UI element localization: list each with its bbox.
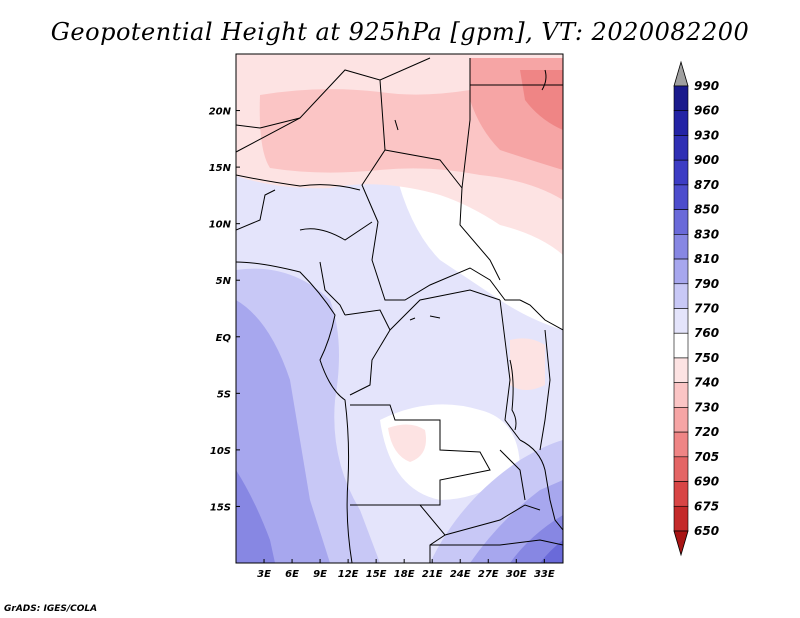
colorbar-label-960: 960 bbox=[694, 104, 719, 118]
map-plot-area bbox=[236, 54, 563, 563]
colorbar-label-730: 730 bbox=[694, 400, 719, 414]
y-tick-label-10s: 10S bbox=[210, 446, 231, 457]
colorbar-label-830: 830 bbox=[694, 227, 719, 241]
colorbar-swatch bbox=[673, 283, 689, 309]
colorbar-swatch bbox=[673, 481, 689, 507]
colorbar-swatch bbox=[673, 332, 689, 359]
x-tick-label-6e: 6E bbox=[285, 569, 299, 580]
colorbar-label-760: 760 bbox=[694, 326, 719, 340]
colorbar-overflow-top bbox=[673, 60, 689, 87]
y-tick-label-15s: 15S bbox=[210, 502, 231, 513]
field-830-southwest bbox=[236, 470, 275, 563]
colorbar: 990 960 930 900 870 850 830 810 790 770 760 750 740 7… bbox=[673, 60, 719, 557]
field-830-southeast bbox=[510, 515, 563, 563]
colorbar-swatch bbox=[673, 407, 689, 433]
y-tick-label-15n: 15N bbox=[209, 163, 232, 174]
y-tick-label-20n: 20N bbox=[209, 107, 232, 118]
colorbar-label-900: 900 bbox=[694, 153, 719, 167]
y-tick-label-5s: 5S bbox=[217, 389, 231, 400]
colorbar-label-720: 720 bbox=[694, 425, 719, 439]
colorbar-swatch bbox=[673, 184, 689, 210]
x-tick-label-3e: 3E bbox=[257, 569, 271, 580]
colorbar-swatch bbox=[673, 135, 689, 161]
colorbar-label-930: 930 bbox=[694, 128, 719, 142]
colorbar-label-650: 650 bbox=[694, 524, 719, 538]
colorbar-label-705: 705 bbox=[694, 450, 719, 464]
colorbar-label-690: 690 bbox=[694, 475, 719, 489]
x-tick-label-24e: 24E bbox=[450, 569, 471, 580]
colorbar-label-770: 770 bbox=[694, 302, 719, 316]
y-tick-label-eq: EQ bbox=[216, 333, 232, 344]
footer-credit: GrADS: IGES/COLA bbox=[4, 604, 98, 614]
x-tick-label-9e: 9E bbox=[313, 569, 327, 580]
colorbar-swatch bbox=[673, 110, 689, 136]
colorbar-swatch bbox=[673, 159, 689, 186]
colorbar-overflow-bottom bbox=[673, 530, 689, 557]
y-tick-label-5n: 5N bbox=[216, 276, 232, 287]
colorbar-label-790: 790 bbox=[694, 277, 719, 291]
field-750-central bbox=[388, 424, 426, 462]
x-tick-label-18e: 18E bbox=[394, 569, 415, 580]
y-axis: 20N 15N 10N 5N EQ 5S 10S 15S bbox=[209, 107, 240, 513]
field-810-southwest bbox=[236, 300, 330, 563]
colorbar-label-740: 740 bbox=[694, 376, 719, 390]
x-tick-label-27e: 27E bbox=[478, 569, 499, 580]
colorbar-label-990: 990 bbox=[694, 79, 719, 93]
colorbar-swatch bbox=[673, 505, 689, 532]
field-850-southeast bbox=[540, 540, 563, 563]
colorbar-swatch bbox=[673, 357, 689, 383]
map-frame bbox=[235, 53, 564, 564]
colorbar-swatch bbox=[673, 258, 689, 285]
coastlines-borders bbox=[236, 57, 563, 563]
page-title: Geopotential Height at 925hPa [gpm], VT:… bbox=[50, 18, 750, 46]
x-axis: 3E 6E 9E 12E 15E 18E 21E 24E 27E 30E 33E bbox=[257, 559, 555, 580]
y-tick-label-10n: 10N bbox=[209, 220, 232, 231]
x-tick-label-21e: 21E bbox=[422, 569, 443, 580]
field-750-lakes bbox=[510, 338, 545, 390]
x-tick-label-30e: 30E bbox=[506, 569, 527, 580]
colorbar-swatch bbox=[673, 85, 689, 112]
colorbar-swatch bbox=[673, 456, 689, 482]
colorbar-label-850: 850 bbox=[694, 203, 719, 217]
colorbar-swatch bbox=[673, 234, 689, 260]
colorbar-swatch bbox=[673, 209, 689, 235]
colorbar-swatch bbox=[673, 308, 689, 334]
colorbar-swatch bbox=[673, 382, 689, 408]
colorbar-swatch bbox=[673, 431, 689, 458]
x-tick-label-33e: 33E bbox=[534, 569, 555, 580]
colorbar-label-810: 810 bbox=[694, 252, 719, 266]
x-tick-label-15e: 15E bbox=[366, 569, 387, 580]
colorbar-label-675: 675 bbox=[694, 499, 719, 513]
x-tick-label-12e: 12E bbox=[338, 569, 359, 580]
colorbar-label-750: 750 bbox=[694, 351, 719, 365]
colorbar-label-870: 870 bbox=[694, 178, 719, 192]
